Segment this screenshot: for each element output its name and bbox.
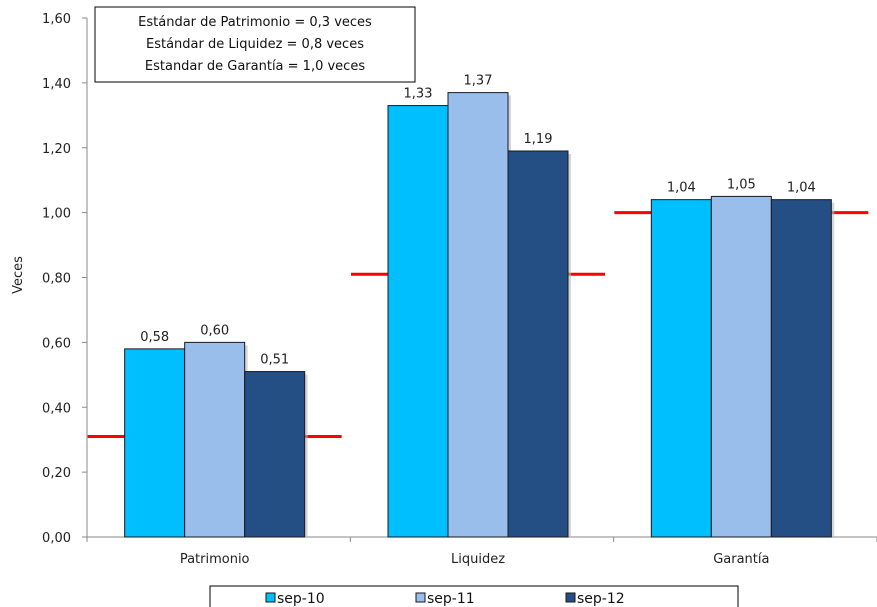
bars	[124, 92, 835, 538]
legend-swatch	[565, 592, 576, 603]
x-tick-label: Garantía	[713, 552, 769, 567]
bar-sep-11-liquidez	[447, 92, 509, 538]
annotation-line-3: Estandar de Garantía = 1,0 veces	[145, 59, 365, 74]
bar-sep-10-patrimonio	[124, 348, 186, 538]
data-label: 1,05	[727, 177, 756, 192]
y-tick-label: 1,40	[42, 77, 71, 92]
legend-swatch	[415, 592, 426, 603]
legend-label: sep-12	[577, 591, 625, 607]
legend-label: sep-11	[427, 591, 475, 607]
bar-sep-12-patrimonio	[244, 371, 306, 538]
bar-sep-10-liquidez	[387, 105, 449, 538]
data-label: 0,51	[260, 353, 289, 368]
bar-sep-11-patrimonio	[184, 341, 246, 538]
legend-label: sep-10	[277, 591, 325, 607]
annotation-box	[94, 6, 416, 83]
x-tick-label: Patrimonio	[180, 552, 250, 567]
standards-annotation: Estándar de Patrimonio = 0,3 veces Están…	[94, 6, 416, 83]
data-label: 1,33	[404, 87, 433, 102]
legend: sep-10 sep-11 sep-12	[209, 585, 739, 607]
y-tick-label: 0,00	[42, 531, 71, 546]
y-tick-label: 0,20	[42, 466, 71, 481]
y-tick-label: 0,40	[42, 401, 71, 416]
bar-sep-12-garantía	[770, 199, 832, 538]
bar-sep-11-garantía	[710, 195, 772, 538]
data-label: 0,58	[140, 330, 169, 345]
y-axis-label: Veces	[11, 256, 26, 294]
annotation-line-2: Estándar de Liquidez = 0,8 veces	[146, 37, 364, 52]
data-label: 1,04	[667, 181, 696, 196]
y-tick-label: 0,60	[42, 336, 71, 351]
y-tick-label: 1,60	[42, 12, 71, 27]
bar-sep-10-garantía	[650, 199, 712, 538]
axes: 0,00 0,20 0,40 0,60 0,80 1,00 1,20 1,40 1,60 Patr…	[42, 12, 877, 567]
y-tick-label: 0,80	[42, 272, 71, 287]
bar-sep-12-liquidez	[507, 150, 569, 538]
legend-swatch	[265, 592, 276, 603]
data-label: 1,37	[464, 74, 493, 89]
data-label: 1,19	[524, 132, 553, 147]
data-label: 0,60	[200, 323, 229, 338]
y-tick-label: 1,20	[42, 142, 71, 157]
data-labels: 0,58 0,60 0,51 1,33 1,37 1,19 1,04 1,05 1,04	[140, 74, 816, 368]
legend-box	[209, 585, 739, 607]
y-tick-label: 1,00	[42, 207, 71, 222]
x-tick-label: Liquidez	[451, 552, 505, 567]
data-label: 1,04	[787, 181, 816, 196]
annotation-line-1: Estándar de Patrimonio = 0,3 veces	[138, 15, 372, 30]
